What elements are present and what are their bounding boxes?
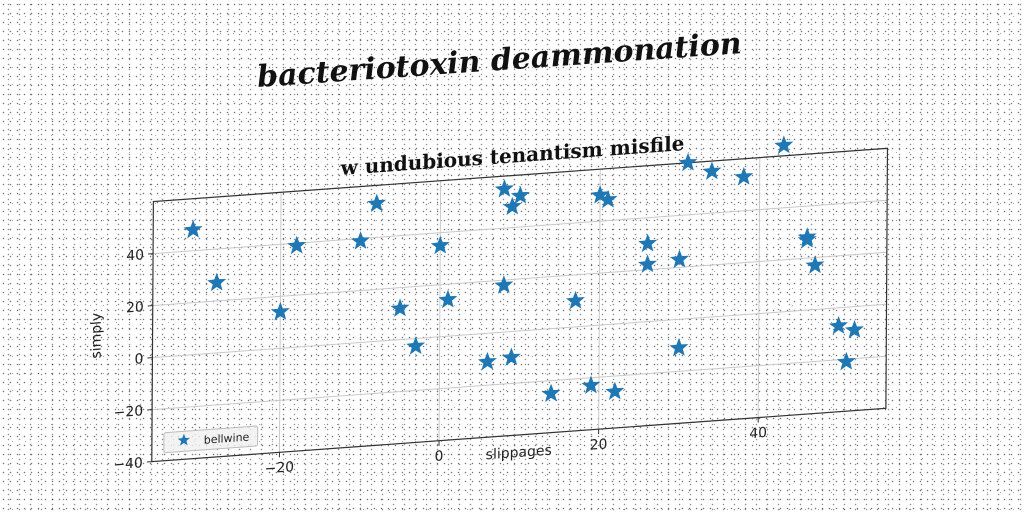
scatter-point-star (494, 275, 514, 294)
scatter-point-star (287, 235, 307, 255)
scatter-point-star (494, 179, 514, 198)
scatter-point-star (367, 193, 387, 213)
scatter-point-star (669, 337, 689, 357)
y-tick-label: 20 (126, 299, 144, 316)
scatter-point-star (438, 289, 458, 309)
scatter-point-star (581, 375, 601, 395)
legend: bellwine (163, 425, 259, 454)
axis-ticks: −20 0 20 40 −40 −20 0 20 40 (113, 247, 767, 477)
scatter-point-star (183, 219, 203, 239)
scatter-point-star (829, 315, 849, 335)
scatter-point-star (734, 166, 754, 186)
y-grid-line (153, 199, 888, 255)
scatter-point-star (669, 249, 689, 269)
y-tick-label: 40 (126, 247, 144, 264)
scatter-point-star (390, 298, 410, 317)
scatter-point-star (406, 336, 426, 355)
x-tick-label: 20 (590, 437, 608, 454)
scatter-point-star (430, 235, 450, 255)
scatter-point-star (638, 254, 657, 273)
scatter-point-star (598, 189, 618, 209)
x-tick-label: 40 (749, 425, 767, 442)
scatter-point-star (566, 290, 585, 310)
x-grid-line (598, 169, 601, 430)
scatter-point-star (605, 381, 625, 401)
chart-supertitle: bacteriotoxin deammonation (256, 26, 743, 95)
scatter-point-star (836, 351, 856, 371)
scatter-point-star (844, 320, 864, 339)
scatter-point-star (774, 135, 794, 154)
x-grid-line (278, 192, 282, 453)
y-axis-label: simply (89, 312, 105, 359)
scatter-point-star (678, 152, 698, 172)
y-grid-line (152, 355, 887, 411)
legend-star-marker (177, 433, 191, 446)
scatter-point-star (510, 185, 530, 205)
legend-label: bellwine (204, 431, 250, 447)
scatter-point-star (638, 233, 658, 253)
x-grid-line (757, 157, 761, 418)
y-tick-label: −20 (114, 403, 144, 421)
x-tick-label: −20 (265, 459, 295, 477)
scatter-point-star (805, 255, 825, 274)
y-grid-line (152, 303, 887, 359)
scatter-point-star (270, 301, 290, 321)
legend-box (163, 425, 259, 454)
plot-frame: w undubious tenantism misfile −20 0 20 40 −4… (89, 131, 889, 477)
scatter-point-star (351, 231, 371, 250)
axes-box (151, 147, 889, 463)
x-axis-label: slippages (486, 443, 552, 464)
scatter-point-star (502, 196, 522, 216)
y-grid-line (152, 251, 887, 307)
x-grid-line (438, 180, 442, 441)
plot-title: w undubious tenantism misfile (340, 131, 685, 180)
scatter-point-star (207, 272, 227, 292)
x-tick-label: 0 (434, 448, 443, 465)
data-points (183, 135, 864, 403)
scatter-point-star (797, 229, 817, 249)
scatter-point-star (477, 351, 497, 371)
scatter-point-star (541, 383, 561, 403)
scatter-point-star (702, 161, 722, 180)
y-tick-label: 0 (135, 351, 144, 368)
y-tick-label: −40 (113, 455, 143, 473)
scatter-point-star (501, 347, 521, 367)
